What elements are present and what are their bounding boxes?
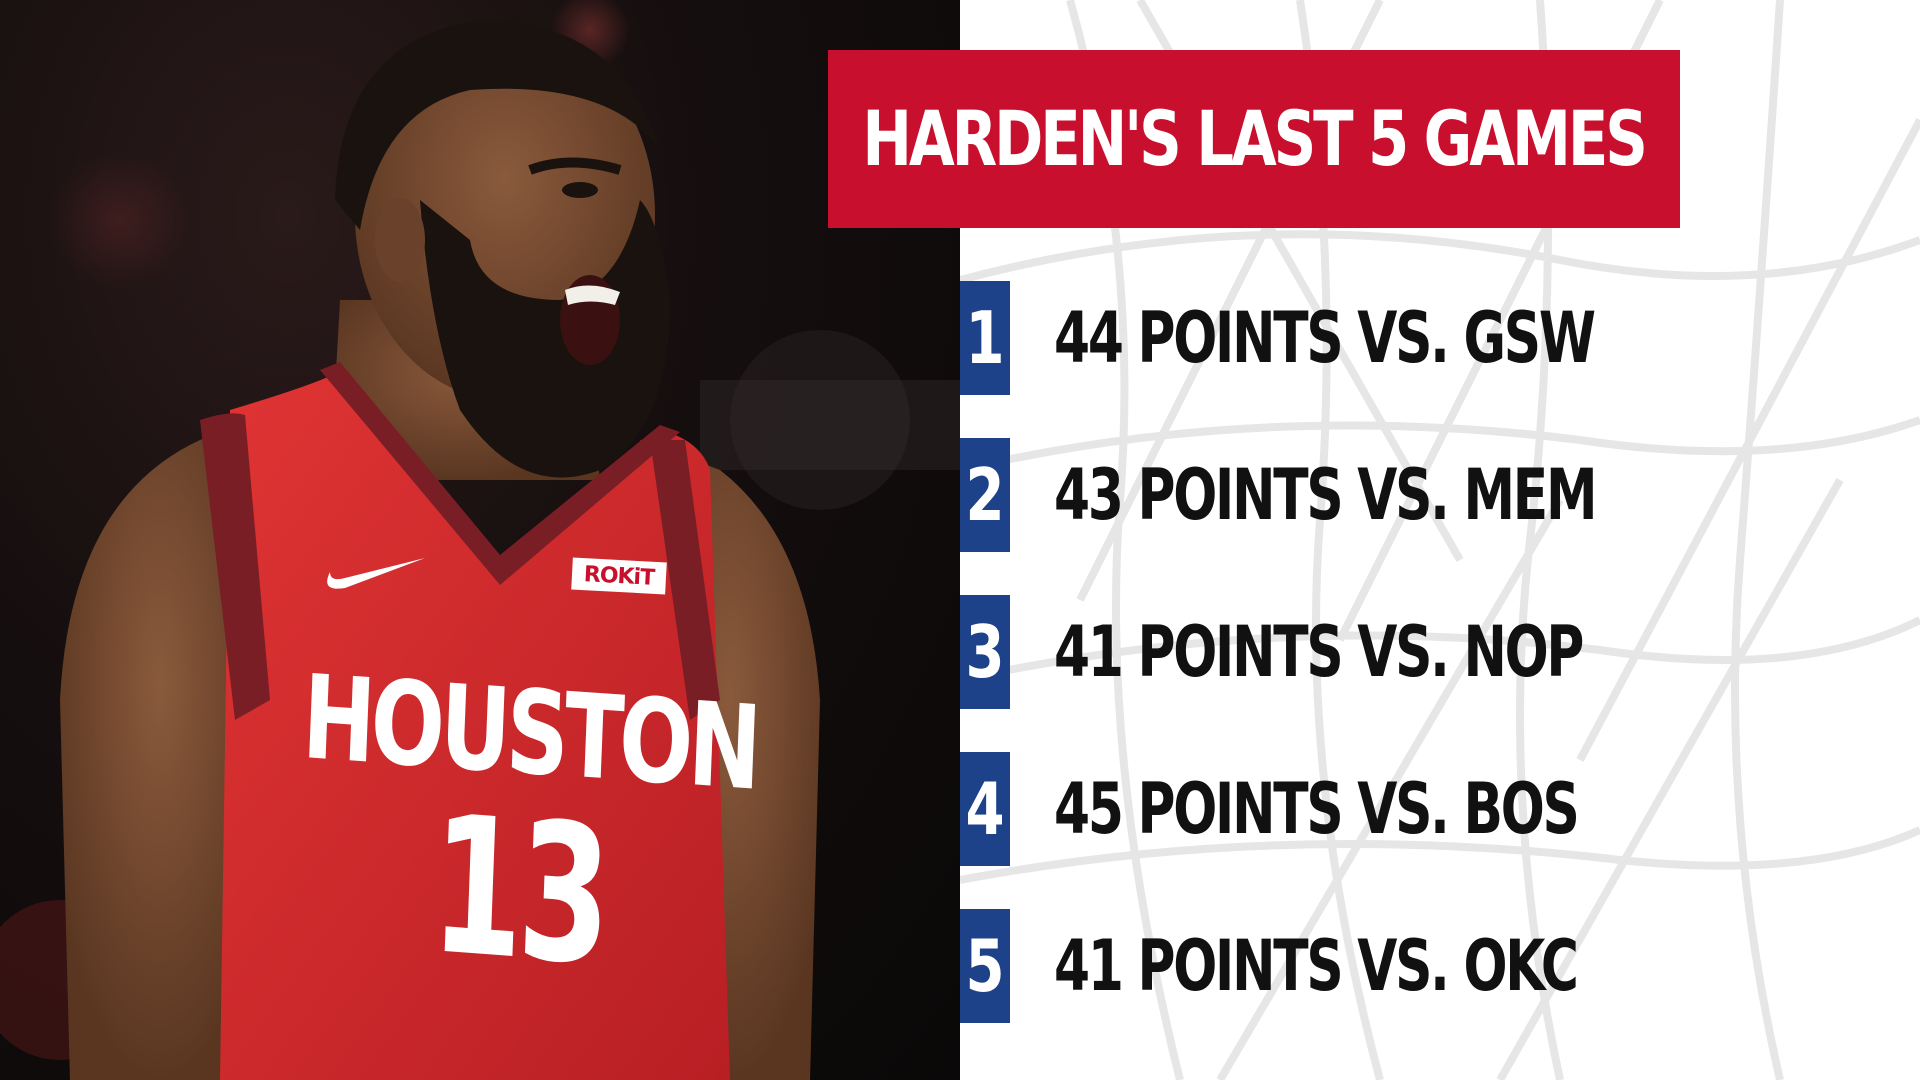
game-stat-text: 44 POINTS VS. GSW bbox=[1054, 297, 1596, 379]
list-item: 5 41 POINTS VS. OKC bbox=[960, 909, 1720, 1023]
rank-badge: 4 bbox=[960, 752, 1011, 866]
rank-badge: 2 bbox=[960, 438, 1011, 552]
jersey-number: 13 bbox=[427, 774, 610, 1008]
rank-badge: 1 bbox=[960, 281, 1011, 395]
jersey-sponsor: ROKiT bbox=[571, 557, 667, 595]
list-item: 2 43 POINTS VS. MEM bbox=[960, 438, 1720, 552]
list-item: 3 41 POINTS VS. NOP bbox=[960, 595, 1720, 709]
player-illustration bbox=[0, 0, 960, 1080]
rank-badge: 5 bbox=[960, 909, 1011, 1023]
swoosh-logo-icon bbox=[327, 558, 425, 589]
game-stat-text: 41 POINTS VS. NOP bbox=[1054, 611, 1584, 693]
game-stat-text: 45 POINTS VS. BOS bbox=[1054, 768, 1580, 850]
player-photo: ROKiT HOUSTON 13 bbox=[0, 0, 960, 1080]
games-list: 1 44 POINTS VS. GSW 2 43 POINTS VS. MEM … bbox=[960, 281, 1720, 1066]
list-item: 4 45 POINTS VS. BOS bbox=[960, 752, 1720, 866]
game-stat-text: 43 POINTS VS. MEM bbox=[1054, 454, 1597, 536]
page-title: HARDEN'S LAST 5 GAMES bbox=[862, 94, 1649, 183]
title-banner: HARDEN'S LAST 5 GAMES bbox=[828, 50, 1680, 228]
rank-badge: 3 bbox=[960, 595, 1011, 709]
game-stat-text: 41 POINTS VS. OKC bbox=[1054, 925, 1579, 1007]
list-item: 1 44 POINTS VS. GSW bbox=[960, 281, 1720, 395]
